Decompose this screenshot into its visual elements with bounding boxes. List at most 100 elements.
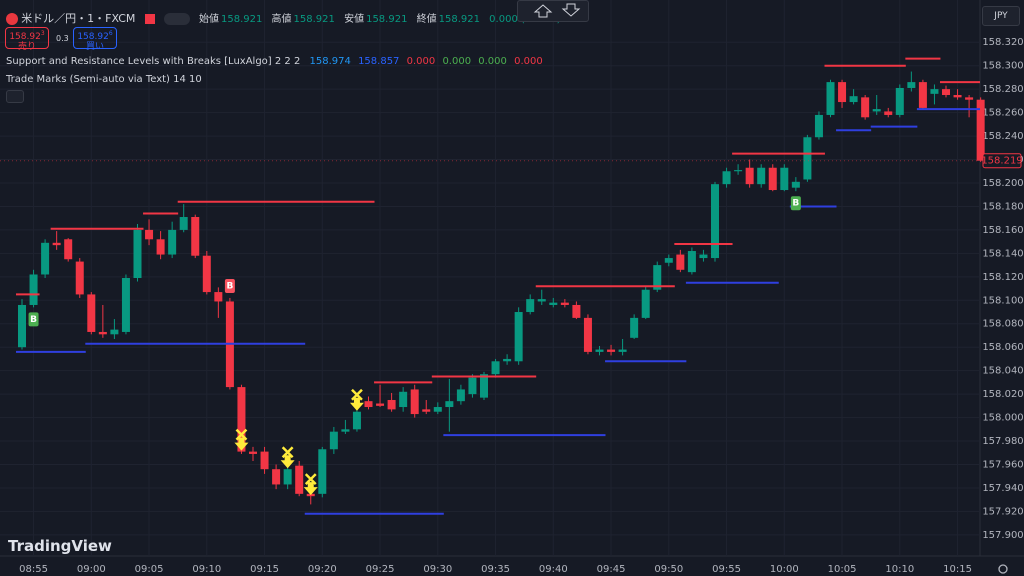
break-arrow <box>303 482 318 496</box>
candle-body <box>757 167 766 185</box>
ohlc-label: 始値 <box>198 14 219 25</box>
indicator-value: 0.000 <box>406 56 436 67</box>
candle-body <box>907 82 916 88</box>
y-tick-label: 157.960 <box>982 460 1023 471</box>
candle-body <box>480 374 488 398</box>
break-arrow <box>349 397 364 411</box>
ohlc-value: 158.921 <box>366 14 408 25</box>
trade-mark <box>28 312 39 327</box>
candle-body <box>560 302 569 305</box>
candle-body <box>64 239 73 260</box>
indicator-value: 158.974 <box>309 56 351 67</box>
candle-body <box>329 431 338 450</box>
trade-mark <box>224 278 235 293</box>
break-mark <box>280 446 295 469</box>
candle-body <box>237 387 246 452</box>
indicator-value: 0.000 <box>442 56 472 67</box>
candle-body <box>110 329 119 335</box>
currency-button[interactable]: JPY <box>982 6 1020 26</box>
candle-body <box>918 82 927 108</box>
y-tick-label: 158.260 <box>982 108 1023 119</box>
candle-body <box>884 111 893 115</box>
candle-body <box>711 184 719 259</box>
trade-mark-label: B <box>792 199 799 209</box>
indicator-name[interactable]: Support and Resistance Levels with Break… <box>6 56 301 67</box>
candle-body <box>433 407 442 412</box>
candle-body <box>156 239 165 255</box>
break-x <box>281 446 294 459</box>
sell-button[interactable]: 158.923 売り <box>5 27 49 52</box>
last-price-label: 158.219 <box>981 156 1022 167</box>
candle-body <box>676 254 685 270</box>
candle-body <box>145 229 154 240</box>
candle-body <box>699 254 708 259</box>
x-tick-label: 08:55 <box>19 564 48 575</box>
candle-body <box>249 451 257 454</box>
candle-body <box>41 242 50 275</box>
candle-body <box>29 274 38 305</box>
settings-icon[interactable] <box>998 564 1008 574</box>
indicator-row: Support and Resistance Levels with Break… <box>6 56 543 67</box>
candle-body <box>283 469 292 485</box>
indicator-name[interactable]: Trade Marks (Semi-auto via Text) 14 10 <box>6 74 202 85</box>
sell-price: 158.92 <box>9 32 41 42</box>
brand: TradingView <box>8 537 112 555</box>
toolbar <box>517 0 589 22</box>
buy-price-sup: 6 <box>108 30 113 37</box>
x-tick-label: 09:45 <box>597 564 626 575</box>
flag[interactable] <box>144 14 155 24</box>
break-x <box>235 428 248 441</box>
collapse-button[interactable] <box>6 90 24 103</box>
candle-body <box>895 87 904 115</box>
x-tick-label: 09:35 <box>481 564 510 575</box>
y-tick-label: 158.300 <box>982 61 1023 72</box>
candle-body <box>595 349 604 352</box>
symbol: 米ドル／円・1・FXCM <box>21 12 136 25</box>
y-tick-label: 158.120 <box>982 272 1023 283</box>
indicator-value: 0.000 <box>514 56 543 67</box>
status-pill[interactable] <box>163 13 190 25</box>
break-arrow <box>234 437 249 451</box>
candle-body <box>387 399 396 410</box>
candle-body <box>976 99 985 161</box>
x-tick-label: 09:20 <box>308 564 337 575</box>
candle-body <box>572 304 581 318</box>
candle-body <box>861 97 870 118</box>
candle-body <box>814 114 823 138</box>
break-x <box>351 388 363 401</box>
ohlc-value: 158.921 <box>293 14 335 25</box>
symbol-row: 米ドル／円・1・FXCM 始値 158.921 高値 158.921 安値 158.9… <box>6 10 567 26</box>
y-tick-label: 158.180 <box>982 201 1023 212</box>
candle-body <box>826 82 835 115</box>
y-tick-label: 157.900 <box>982 530 1023 541</box>
break-x <box>304 473 317 486</box>
y-tick-label: 158.280 <box>982 84 1023 95</box>
candle-body <box>549 302 558 305</box>
trade-mark-label: B <box>226 281 233 291</box>
break-mark <box>349 388 364 411</box>
x-tick-label: 09:00 <box>77 564 106 575</box>
candle-body <box>687 251 696 273</box>
candle-body <box>942 89 950 96</box>
y-tick-label: 158.200 <box>982 178 1023 189</box>
sell-label: 売り <box>17 42 36 52</box>
ohlc-label: 高値 <box>271 14 292 25</box>
candle-body <box>583 317 592 352</box>
spread: 0.3 <box>56 34 69 43</box>
candle-body <box>191 217 200 256</box>
candle-body <box>607 349 616 352</box>
symbol-icon <box>6 13 18 25</box>
indicator-row: Trade Marks (Semi-auto via Text) 14 10 <box>6 74 204 85</box>
candle-body <box>468 377 477 395</box>
candle-body <box>768 167 777 191</box>
candle-body <box>295 465 304 494</box>
candle-body <box>491 361 500 375</box>
candle-body <box>872 109 881 112</box>
last-price-tag <box>982 153 1022 169</box>
candle-body <box>272 469 281 485</box>
x-tick-label: 10:00 <box>770 564 799 575</box>
buy-button[interactable]: 158.926 買い <box>73 27 117 52</box>
candle-body <box>849 96 858 103</box>
candle-body <box>514 312 523 362</box>
